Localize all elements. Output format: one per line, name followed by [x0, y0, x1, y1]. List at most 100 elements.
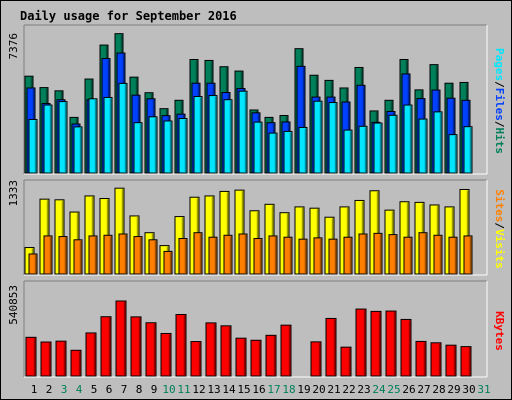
- pages-bar: [43, 104, 53, 174]
- legend-separator: /: [493, 121, 506, 128]
- kbytes-bar: [100, 316, 112, 377]
- day-label: 24: [372, 383, 386, 396]
- sites-bar: [328, 238, 338, 275]
- y-max-label: 540853: [7, 285, 20, 325]
- pages-bar: [193, 96, 203, 174]
- day-label: 13: [207, 383, 220, 396]
- kbytes-bar: [235, 337, 247, 377]
- sites-bar: [448, 236, 458, 275]
- day-label: 4: [76, 383, 83, 396]
- pages-bar: [133, 122, 143, 174]
- chart-title: Daily usage for September 2016: [20, 9, 237, 23]
- kbytes-bar: [355, 308, 367, 377]
- day-label: 3: [61, 383, 68, 396]
- sites-bar: [103, 234, 113, 275]
- pages-bar: [58, 101, 68, 174]
- kbytes-bar: [400, 318, 412, 377]
- sites-bar: [223, 234, 233, 275]
- kbytes-bar: [130, 316, 142, 377]
- day-label: 28: [432, 383, 445, 396]
- pages-bar: [373, 122, 383, 174]
- sites-bar: [268, 235, 278, 275]
- legend-label: Pages/Files/Hits: [493, 48, 506, 154]
- kbytes-bar: [25, 336, 37, 377]
- legend-separator: /: [493, 81, 506, 88]
- day-label: 7: [121, 383, 128, 396]
- kbytes-bar: [310, 341, 322, 377]
- pages-bar: [328, 102, 338, 174]
- day-label: 29: [447, 383, 460, 396]
- day-label: 27: [417, 383, 430, 396]
- day-axis-labels: 1 2 3 4 5 6 7 8 9 10 11 12 13 14 15 16 17 18 19 20 21 22 23 24 2…: [31, 383, 491, 396]
- sites-bar: [133, 236, 143, 275]
- sites-bar: [343, 236, 353, 275]
- kbytes-bar: [445, 344, 457, 377]
- day-label: 18: [282, 383, 295, 396]
- panel-kbytes: 540853 KBytes: [7, 280, 506, 378]
- kbytes-bar: [160, 332, 172, 377]
- kbytes-bar: [325, 317, 337, 377]
- pages-bar: [418, 118, 428, 174]
- pages-bar: [163, 120, 173, 174]
- kbytes-bar: [250, 339, 262, 377]
- pages-bar: [358, 125, 368, 174]
- pages-bar: [178, 118, 188, 174]
- sites-bar: [403, 236, 413, 275]
- kbytes-bar: [430, 342, 442, 377]
- pages-bar: [238, 90, 248, 174]
- sites-bar: [418, 232, 428, 275]
- pages-bar: [73, 126, 83, 174]
- day-label: 1: [31, 383, 38, 396]
- day-label: 8: [136, 383, 143, 396]
- legend-visits: Visits: [493, 229, 506, 269]
- day-label: 23: [357, 383, 370, 396]
- sites-bar: [28, 253, 38, 275]
- sites-bar: [463, 235, 473, 275]
- kbytes-bar: [265, 334, 277, 377]
- panel-visits: 1333 Sites/Visits: [7, 179, 506, 276]
- sites-bar: [283, 236, 293, 275]
- sites-bar: [193, 232, 203, 275]
- pages-bar: [403, 104, 413, 174]
- pages-bar: [313, 100, 323, 174]
- kbytes-bar: [340, 346, 352, 377]
- kbytes-bar: [220, 325, 232, 377]
- kbytes-bar: [385, 310, 397, 377]
- y-max-label: 1333: [7, 180, 20, 207]
- legend-label: Sites/Visits: [493, 189, 506, 269]
- day-label: 21: [327, 383, 340, 396]
- kbytes-bar: [85, 332, 97, 377]
- sites-bar: [73, 239, 83, 275]
- day-label: 6: [106, 383, 113, 396]
- pages-bar: [343, 129, 353, 174]
- day-label: 30: [462, 383, 475, 396]
- day-label: 2: [46, 383, 53, 396]
- day-label: 22: [342, 383, 355, 396]
- sites-bar: [163, 250, 173, 275]
- day-label: 26: [402, 383, 415, 396]
- kbytes-bar: [280, 324, 292, 377]
- pages-bar: [208, 95, 218, 174]
- day-label: 31: [477, 383, 490, 396]
- day-label: 19: [297, 383, 310, 396]
- sites-bar: [148, 239, 158, 275]
- kbytes-bar: [145, 322, 157, 377]
- pages-bar: [223, 99, 233, 174]
- pages-bar: [388, 114, 398, 174]
- kbytes-bar: [415, 340, 427, 377]
- sites-bar: [358, 233, 368, 275]
- kbytes-bar: [55, 340, 67, 377]
- sites-bar: [253, 238, 263, 275]
- legend-sites: Sites: [493, 189, 506, 222]
- sites-bar: [118, 233, 128, 275]
- pages-bar: [88, 98, 98, 174]
- day-label: 17: [267, 383, 280, 396]
- day-label: 11: [177, 383, 190, 396]
- pages-bar: [283, 130, 293, 174]
- sites-bar: [178, 238, 188, 275]
- pages-bar: [253, 121, 263, 174]
- day-label: 14: [222, 383, 236, 396]
- sites-bar: [88, 235, 98, 275]
